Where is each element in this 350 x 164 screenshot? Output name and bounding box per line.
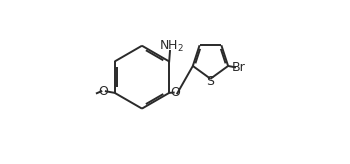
Text: O: O xyxy=(98,85,108,98)
Text: S: S xyxy=(206,75,215,88)
Text: NH$_2$: NH$_2$ xyxy=(159,39,184,54)
Text: Br: Br xyxy=(232,61,245,74)
Text: O: O xyxy=(170,86,180,99)
